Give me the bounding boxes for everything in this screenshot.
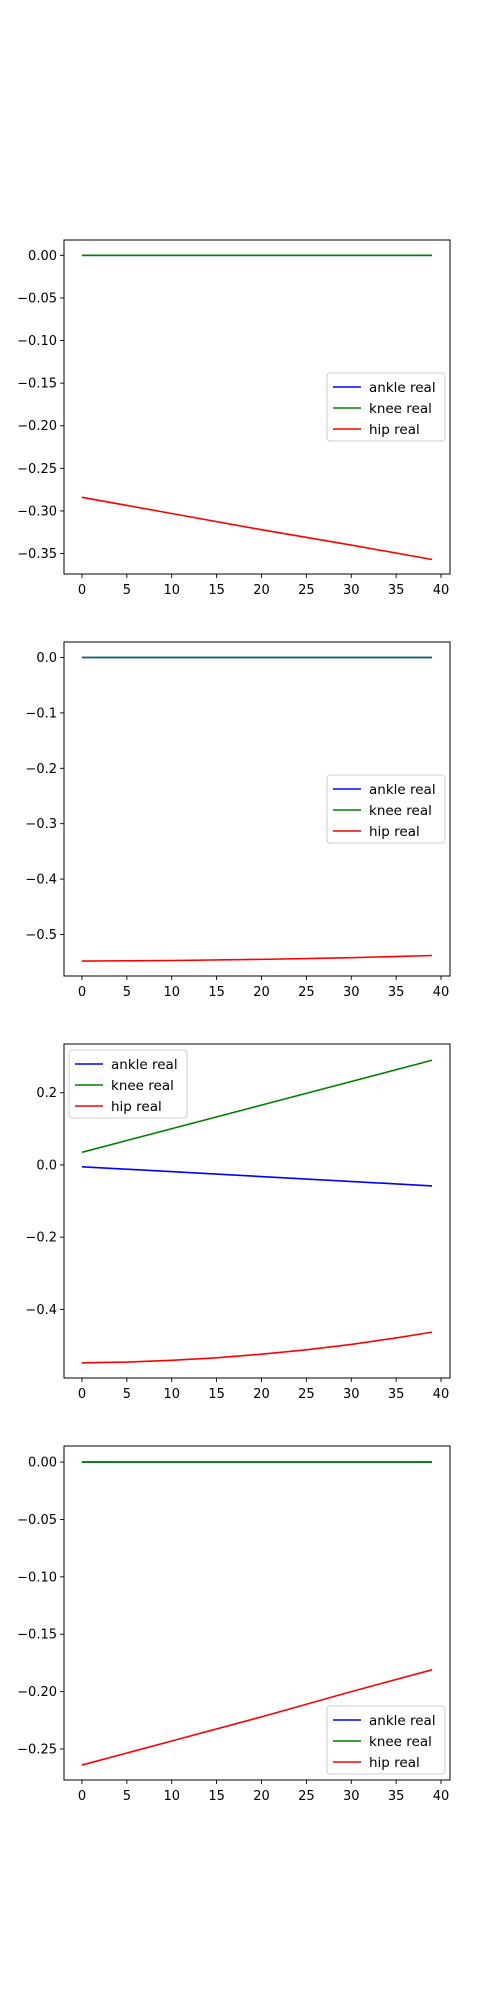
legend: ankle real knee real hip real xyxy=(326,774,446,844)
x-tick-label: 35 xyxy=(388,1387,405,1402)
series-line-hip-real xyxy=(81,1331,433,1364)
y-tick-label: −0.3 xyxy=(25,817,57,832)
x-tick-label: 15 xyxy=(208,1789,225,1804)
legend-label: knee real xyxy=(369,1734,432,1750)
axes-frame xyxy=(63,1445,451,1781)
y-tick-label: 0.00 xyxy=(28,249,57,264)
y-tick-label: 0.00 xyxy=(28,1456,57,1471)
y-tick-label: −0.10 xyxy=(17,334,57,349)
x-tick-label: 30 xyxy=(343,583,360,598)
series-line-knee-real xyxy=(81,1059,433,1154)
legend-label: knee real xyxy=(369,401,432,417)
series-line-hip-real xyxy=(81,954,433,962)
legend-label: ankle real xyxy=(369,782,436,798)
subplot-1: 0 5 10 15 20 25 30 35 40 0.00 −0.05 −0.10 −0.15 −0.20… xyxy=(17,239,451,598)
x-tick-label: 40 xyxy=(433,1789,450,1804)
y-tick-label: −0.20 xyxy=(17,1685,57,1700)
x-tick-label: 25 xyxy=(298,1387,315,1402)
series-line-ankle-real xyxy=(81,1165,433,1187)
y-tick-label: −0.2 xyxy=(25,1231,57,1246)
x-tick-label: 30 xyxy=(343,1789,360,1804)
legend-box xyxy=(326,372,446,442)
y-tick-label: −0.35 xyxy=(17,547,57,562)
x-tick-label: 5 xyxy=(123,1387,131,1402)
series-line-hip-real xyxy=(81,496,433,561)
legend-box xyxy=(326,1705,446,1775)
y-tick-label: −0.25 xyxy=(17,462,57,477)
y-tick-label: 0.0 xyxy=(36,651,57,666)
y-tick-label: −0.15 xyxy=(17,1628,57,1643)
subplot-4: 0 5 10 15 20 25 30 35 40 0.00 −0.05 −0.10 −0.15 −0.20… xyxy=(17,1445,451,1804)
x-tick-label: 20 xyxy=(253,583,270,598)
legend-label: hip real xyxy=(111,1099,162,1115)
x-tick-label: 30 xyxy=(343,1387,360,1402)
y-tick-label: −0.4 xyxy=(25,1303,57,1318)
x-tick-label: 0 xyxy=(78,583,86,598)
x-tick-label: 5 xyxy=(123,985,131,1000)
x-tick-label: 10 xyxy=(163,1789,180,1804)
x-tick-label: 10 xyxy=(163,985,180,1000)
x-tick-label: 0 xyxy=(78,1387,86,1402)
legend-label: knee real xyxy=(369,803,432,819)
y-tick-label: −0.30 xyxy=(17,504,57,519)
x-tick-label: 25 xyxy=(298,1789,315,1804)
x-tick-label: 35 xyxy=(388,1789,405,1804)
y-tick-label: −0.5 xyxy=(25,928,57,943)
subplot-3: 0 5 10 15 20 25 30 35 40 0.2 0.0 −0.2 −0.4 ankle real… xyxy=(25,1043,451,1402)
y-tick-label: 0.0 xyxy=(36,1158,57,1173)
legend-box xyxy=(326,774,446,844)
x-tick-label: 0 xyxy=(78,1789,86,1804)
y-tick-label: −0.05 xyxy=(17,1513,57,1528)
y-tick-label: −0.20 xyxy=(17,419,57,434)
x-tick-label: 35 xyxy=(388,985,405,1000)
x-tick-label: 30 xyxy=(343,985,360,1000)
x-tick-label: 40 xyxy=(433,1387,450,1402)
x-tick-label: 25 xyxy=(298,583,315,598)
y-tick-label: −0.10 xyxy=(17,1570,57,1585)
legend-label: ankle real xyxy=(369,380,436,396)
x-tick-label: 5 xyxy=(123,1789,131,1804)
y-tick-label: −0.1 xyxy=(25,706,57,721)
axes-frame xyxy=(63,1043,451,1379)
x-tick-label: 20 xyxy=(253,1789,270,1804)
x-tick-label: 25 xyxy=(298,985,315,1000)
axes-frame xyxy=(63,641,451,977)
x-tick-label: 0 xyxy=(78,985,86,1000)
legend-label: ankle real xyxy=(369,1713,436,1729)
axes-frame xyxy=(63,239,451,575)
y-tick-label: −0.15 xyxy=(17,377,57,392)
y-tick-label: −0.2 xyxy=(25,762,57,777)
x-tick-label: 5 xyxy=(123,583,131,598)
x-tick-label: 15 xyxy=(208,1387,225,1402)
x-tick-label: 15 xyxy=(208,583,225,598)
legend-label: ankle real xyxy=(111,1057,178,1073)
legend-label: knee real xyxy=(111,1078,174,1094)
legend-label: hip real xyxy=(369,422,420,438)
x-tick-label: 10 xyxy=(163,583,180,598)
x-tick-label: 40 xyxy=(433,985,450,1000)
legend-box xyxy=(68,1049,188,1119)
y-tick-label: −0.4 xyxy=(25,873,57,888)
x-tick-label: 40 xyxy=(433,583,450,598)
x-tick-label: 15 xyxy=(208,985,225,1000)
y-tick-label: −0.25 xyxy=(17,1743,57,1758)
legend: ankle real knee real hip real xyxy=(326,372,446,442)
legend: ankle real knee real hip real xyxy=(326,1705,446,1775)
x-tick-label: 35 xyxy=(388,583,405,598)
x-tick-label: 20 xyxy=(253,985,270,1000)
subplot-2: 0 5 10 15 20 25 30 35 40 0.0 −0.1 −0.2 −0.3 −0.4 −0.5 a… xyxy=(25,641,451,1000)
legend-label: hip real xyxy=(369,824,420,840)
y-tick-label: 0.2 xyxy=(36,1086,57,1101)
legend-label: hip real xyxy=(369,1755,420,1771)
legend: ankle real knee real hip real xyxy=(68,1049,188,1119)
y-tick-label: −0.05 xyxy=(17,291,57,306)
series-line-hip-real xyxy=(81,1669,433,1766)
x-tick-label: 10 xyxy=(163,1387,180,1402)
x-tick-label: 20 xyxy=(253,1387,270,1402)
